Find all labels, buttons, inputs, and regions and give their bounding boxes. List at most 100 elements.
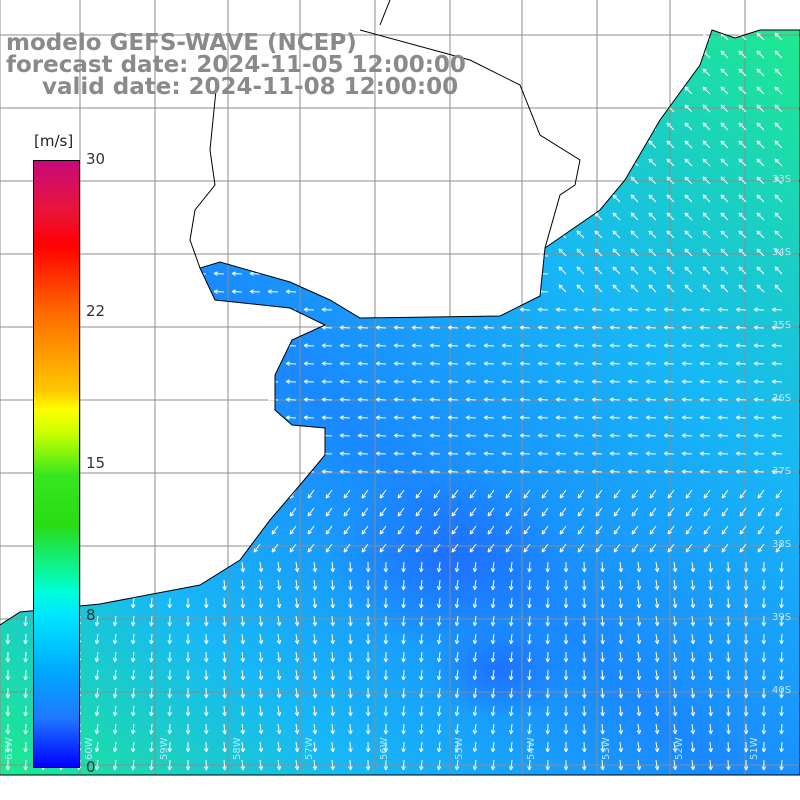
wind-arrow <box>672 579 678 591</box>
wind-arrow <box>537 433 549 438</box>
wind-arrow <box>167 687 172 699</box>
wind-arrow <box>501 433 513 438</box>
wind-arrow <box>185 597 191 609</box>
wind-arrow <box>312 687 318 699</box>
wind-arrow <box>591 379 603 384</box>
wind-arrow <box>753 379 765 384</box>
wind-arrow <box>361 543 369 553</box>
wind-arrow <box>393 469 405 474</box>
wind-arrow <box>436 723 442 735</box>
wind-arrow <box>339 397 351 402</box>
wind-arrow <box>185 615 191 627</box>
wind-arrow <box>5 651 11 663</box>
wind-arrow <box>591 433 603 438</box>
wind-arrow <box>130 723 136 735</box>
wind-arrow <box>508 705 514 717</box>
wind-arrow <box>645 325 657 330</box>
wind-arrow <box>756 158 765 167</box>
wind-arrow <box>537 325 549 330</box>
wind-arrow <box>738 86 747 95</box>
wind-arrow <box>541 543 549 553</box>
wind-arrow <box>595 525 603 535</box>
wind-arrow <box>401 579 406 591</box>
border-line <box>379 0 391 26</box>
wind-arrow <box>663 397 675 402</box>
wind-arrow <box>627 343 639 348</box>
wind-arrow <box>774 158 783 167</box>
wind-arrow <box>563 759 569 771</box>
wind-arrow <box>307 489 315 499</box>
wind-arrow <box>577 543 585 553</box>
wind-arrow <box>312 723 318 735</box>
wind-arrow <box>436 597 442 609</box>
wind-arrow <box>393 451 405 456</box>
wind-arrow <box>397 489 405 499</box>
wind-arrow <box>684 158 693 167</box>
wind-arrow <box>545 597 550 609</box>
wind-arrow <box>738 248 747 257</box>
wind-arrow <box>357 469 369 474</box>
wind-arrow <box>774 122 783 131</box>
wind-arrow <box>699 307 711 312</box>
wind-arrow <box>761 705 767 717</box>
wind-arrow <box>558 230 567 239</box>
wind-arrow <box>735 325 747 330</box>
wind-arrow <box>612 266 621 275</box>
wind-arrow <box>483 325 495 330</box>
wind-arrow <box>339 469 351 474</box>
wind-arrow <box>612 284 621 293</box>
wind-arrow <box>591 325 603 330</box>
wind-arrow <box>231 271 243 276</box>
wind-arrow <box>185 633 191 645</box>
wind-arrow <box>690 615 696 627</box>
wind-arrow <box>699 451 711 456</box>
wind-arrow <box>645 361 657 366</box>
wind-arrow <box>618 741 624 753</box>
wind-arrow <box>666 158 675 167</box>
wind-arrow <box>545 561 550 573</box>
wind-arrow <box>204 633 209 645</box>
wind-arrow <box>258 759 264 771</box>
wind-arrow <box>401 759 406 771</box>
wind-arrow <box>23 723 28 735</box>
wind-arrow <box>690 759 696 771</box>
wind-arrow <box>594 266 603 275</box>
wind-arrow <box>721 507 729 517</box>
wind-arrow <box>303 361 315 366</box>
wind-arrow <box>112 669 118 681</box>
wind-arrow <box>573 307 585 312</box>
colorbar-tick-22: 22 <box>86 302 106 320</box>
wind-arrow <box>383 759 389 771</box>
wind-arrow <box>365 723 371 735</box>
wind-arrow <box>383 579 389 591</box>
wind-arrow <box>717 325 729 330</box>
wind-arrow <box>726 669 731 681</box>
wind-arrow <box>185 669 191 681</box>
wind-arrow <box>618 759 624 771</box>
wind-arrow <box>739 507 747 517</box>
wind-arrow <box>720 122 729 131</box>
wind-arrow <box>523 543 531 553</box>
wind-arrow <box>582 669 587 681</box>
wind-arrow <box>609 415 621 420</box>
wind-arrow <box>627 451 639 456</box>
wind-arrow <box>558 266 567 275</box>
wind-arrow <box>465 451 477 456</box>
wind-arrow <box>240 669 246 681</box>
wind-arrow <box>5 705 11 717</box>
wind-arrow <box>294 723 300 735</box>
wind-arrow <box>654 741 660 753</box>
wind-arrow <box>5 669 11 681</box>
wind-arrow <box>149 633 154 645</box>
wind-arrow <box>267 379 279 384</box>
wind-arrow <box>779 579 784 591</box>
wind-arrow <box>627 433 639 438</box>
wind-arrow <box>648 194 657 203</box>
wind-arrow <box>537 379 549 384</box>
wind-arrow <box>321 469 333 474</box>
wind-arrow <box>753 469 765 474</box>
wind-arrow <box>490 669 496 681</box>
wind-arrow <box>167 651 172 663</box>
wind-arrow <box>240 723 246 735</box>
wind-arrow <box>365 741 371 753</box>
